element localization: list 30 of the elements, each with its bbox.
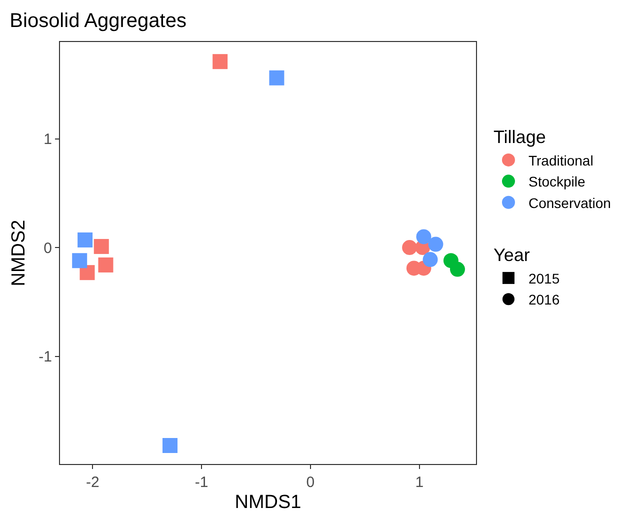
point [416, 229, 432, 244]
point [402, 240, 418, 256]
point [269, 70, 284, 86]
y-tick-label: 1 [44, 131, 52, 148]
y-axis-title: NMDS2 [8, 220, 30, 286]
x-tick-label: 0 [306, 474, 315, 491]
y-tick-label: 0 [44, 240, 52, 257]
point [450, 262, 465, 277]
point [78, 232, 93, 248]
legend-title: Tillage [493, 127, 546, 148]
point [212, 54, 228, 70]
point [428, 236, 444, 252]
point [162, 438, 178, 454]
legend-label: Stockpile [528, 174, 586, 190]
chart-title: Biosolid Aggregates [10, 10, 186, 32]
point [422, 252, 438, 268]
y-tick-label: -1 [38, 348, 52, 366]
legend-label: 2015 [528, 270, 560, 286]
point [72, 253, 88, 268]
legend-label: 2016 [528, 292, 560, 308]
x-tick-label: 1 [415, 474, 424, 491]
point [80, 265, 95, 280]
x-tick-label: -1 [194, 474, 208, 491]
legend-label: Traditional [528, 152, 594, 168]
point [98, 257, 114, 272]
legend-label: Conservation [528, 194, 611, 211]
x-axis-title: NMDS1 [234, 492, 302, 513]
x-tick-label: -2 [86, 474, 100, 491]
text: Year [493, 245, 530, 266]
point [94, 238, 109, 254]
